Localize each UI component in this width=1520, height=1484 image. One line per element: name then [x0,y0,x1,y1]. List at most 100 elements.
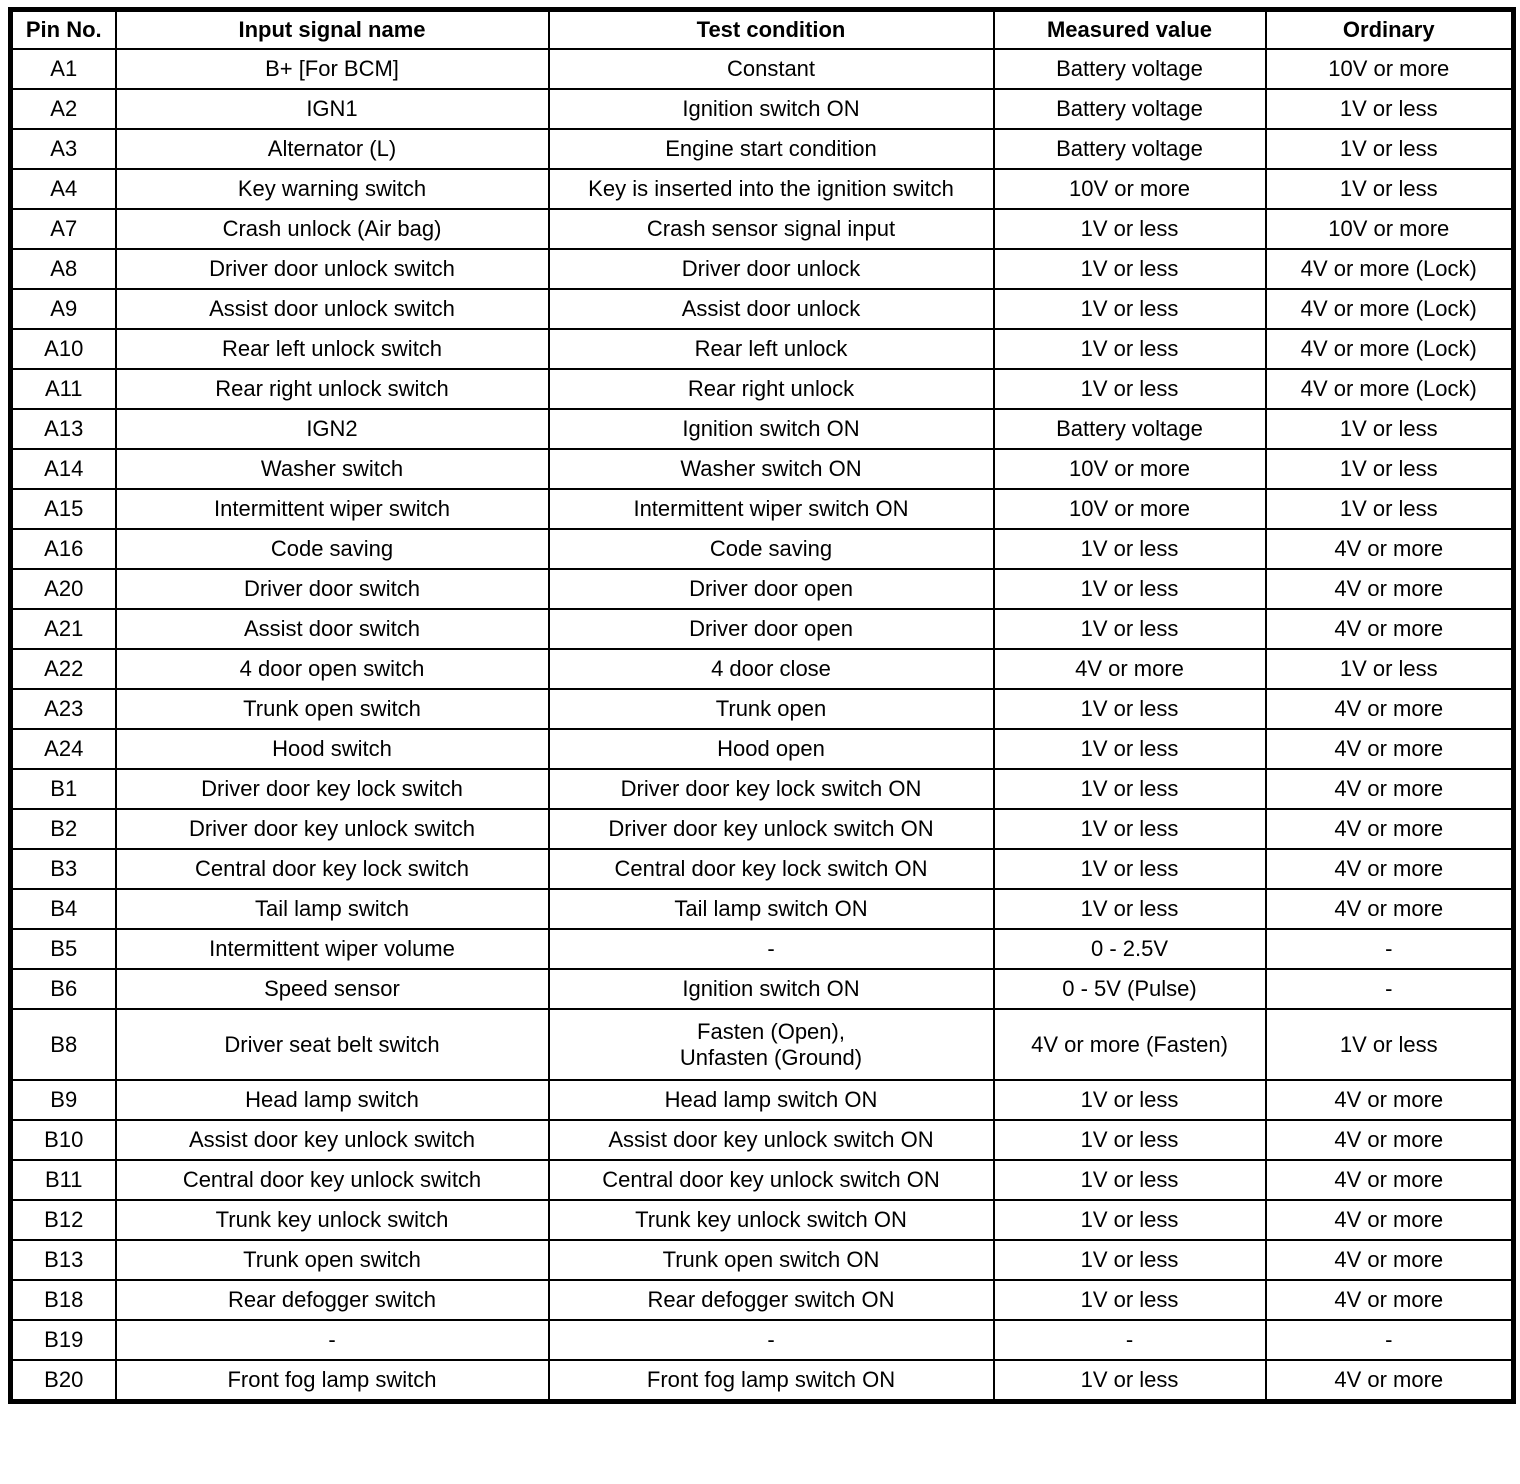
cell-signal: Hood switch [114,728,550,770]
cell-condition: Tail lamp switch ON [547,888,995,930]
table-row: B18 Rear defogger switch Rear defogger swi… [9,1279,1515,1321]
cell-measured: - [992,1319,1267,1361]
cell-signal: Speed sensor [114,968,550,1010]
cell-condition: Driver door key unlock switch ON [547,808,995,850]
cell-condition: Rear right unlock [547,368,995,410]
cell-ordinary: 4V or more [1264,1359,1515,1403]
cell-ordinary: 4V or more [1264,848,1515,890]
cell-pin: A22 [9,648,117,690]
cell-pin: A13 [9,408,117,450]
cell-measured: 10V or more [992,488,1267,530]
cell-signal: Central door key lock switch [114,848,550,890]
cell-pin: A24 [9,728,117,770]
table-row: A11 Rear right unlock switch Rear right un… [9,368,1515,410]
cell-signal: Key warning switch [114,168,550,210]
cell-ordinary: 1V or less [1264,648,1515,690]
cell-pin: B1 [9,768,117,810]
cell-condition: 4 door close [547,648,995,690]
cell-pin: B5 [9,928,117,970]
cell-pin: B6 [9,968,117,1010]
cell-condition: Driver door key lock switch ON [547,768,995,810]
cell-condition: Assist door unlock [547,288,995,330]
cell-signal: Central door key unlock switch [114,1159,550,1201]
cell-measured: 1V or less [992,328,1267,370]
cell-measured: 1V or less [992,888,1267,930]
cell-condition: Fasten (Open), Unfasten (Ground) [547,1008,995,1081]
cell-measured: 0 - 5V (Pulse) [992,968,1267,1010]
cell-pin: A21 [9,608,117,650]
cell-signal: Rear right unlock switch [114,368,550,410]
table-body: A1 B+ [For BCM] Constant Battery voltage 10V… [9,48,1515,1403]
table-row: A7 Crash unlock (Air bag) Crash sensor sig… [9,208,1515,250]
cell-measured: 1V or less [992,1359,1267,1403]
cell-pin: A1 [9,48,117,90]
cell-condition: Driver door open [547,568,995,610]
cell-pin: B11 [9,1159,117,1201]
table-row: B19- - - - [9,1319,1515,1361]
cell-ordinary: 1V or less [1264,448,1515,490]
table-row: A13 IGN2 Ignition switch ON Battery voltage… [9,408,1515,450]
table-row: A16 Code saving Code saving 1V or less 4V or… [9,528,1515,570]
table-row: A3 Alternator (L) Engine start condition Ba… [9,128,1515,170]
cell-measured: Battery voltage [992,408,1267,450]
cell-measured: 1V or less [992,688,1267,730]
cell-signal: IGN2 [114,408,550,450]
table-row: B9 Head lamp switch Head lamp switch ON 1V … [9,1079,1515,1121]
cell-signal: Code saving [114,528,550,570]
cell-ordinary: - [1264,928,1515,970]
cell-pin: A23 [9,688,117,730]
cell-condition: Ignition switch ON [547,88,995,130]
cell-signal: Assist door key unlock switch [114,1119,550,1161]
cell-measured: 1V or less [992,1079,1267,1121]
table-row: A20 Driver door switch Driver door open 1V … [9,568,1515,610]
cell-ordinary: 4V or more [1264,1199,1515,1241]
cell-pin: A4 [9,168,117,210]
cell-signal: Rear defogger switch [114,1279,550,1321]
table-row: A4 Key warning switch Key is inserted into… [9,168,1515,210]
cell-ordinary: 1V or less [1264,128,1515,170]
table-row: B13 Trunk open switch Trunk open switch ON… [9,1239,1515,1281]
cell-pin: B3 [9,848,117,890]
table-row: B2 Driver door key unlock switch Driver do… [9,808,1515,850]
cell-signal: Driver seat belt switch [114,1008,550,1081]
cell-pin: B2 [9,808,117,850]
table-row: A10 Rear left unlock switch Rear left unlo… [9,328,1515,370]
cell-condition: Rear left unlock [547,328,995,370]
cell-condition: Ignition switch ON [547,408,995,450]
cell-ordinary: 4V or more (Lock) [1264,288,1515,330]
cell-ordinary: 4V or more [1264,1239,1515,1281]
cell-signal: B+ [For BCM] [114,48,550,90]
column-header-pin-no: Pin No. [9,8,117,50]
cell-condition: Engine start condition [547,128,995,170]
cell-ordinary: 4V or more [1264,1079,1515,1121]
cell-pin: A7 [9,208,117,250]
table-row: B5 Intermittent wiper volume -0 - 2.5V - [9,928,1515,970]
cell-signal: 4 door open switch [114,648,550,690]
column-header-measured-value: Measured value [992,8,1267,50]
cell-condition: Front fog lamp switch ON [547,1359,995,1403]
cell-measured: 1V or less [992,608,1267,650]
cell-measured: Battery voltage [992,88,1267,130]
cell-pin: B12 [9,1199,117,1241]
cell-condition: Constant [547,48,995,90]
cell-signal: Driver door switch [114,568,550,610]
table-row: B4 Tail lamp switch Tail lamp switch ON 1V … [9,888,1515,930]
cell-condition: Trunk open [547,688,995,730]
cell-signal: Trunk open switch [114,1239,550,1281]
cell-condition: Rear defogger switch ON [547,1279,995,1321]
cell-measured: 1V or less [992,1199,1267,1241]
cell-measured: 10V or more [992,168,1267,210]
cell-signal: Crash unlock (Air bag) [114,208,550,250]
cell-signal: - [114,1319,550,1361]
cell-signal: Driver door unlock switch [114,248,550,290]
cell-condition: Hood open [547,728,995,770]
cell-measured: 1V or less [992,1239,1267,1281]
table-row: B11 Central door key unlock switch Central… [9,1159,1515,1201]
cell-measured: 1V or less [992,248,1267,290]
column-header-test-condition: Test condition [547,8,995,50]
cell-pin: A9 [9,288,117,330]
cell-pin: A16 [9,528,117,570]
table-row: A8 Driver door unlock switch Driver door u… [9,248,1515,290]
cell-pin: A11 [9,368,117,410]
table-row: B10 Assist door key unlock switch Assist d… [9,1119,1515,1161]
